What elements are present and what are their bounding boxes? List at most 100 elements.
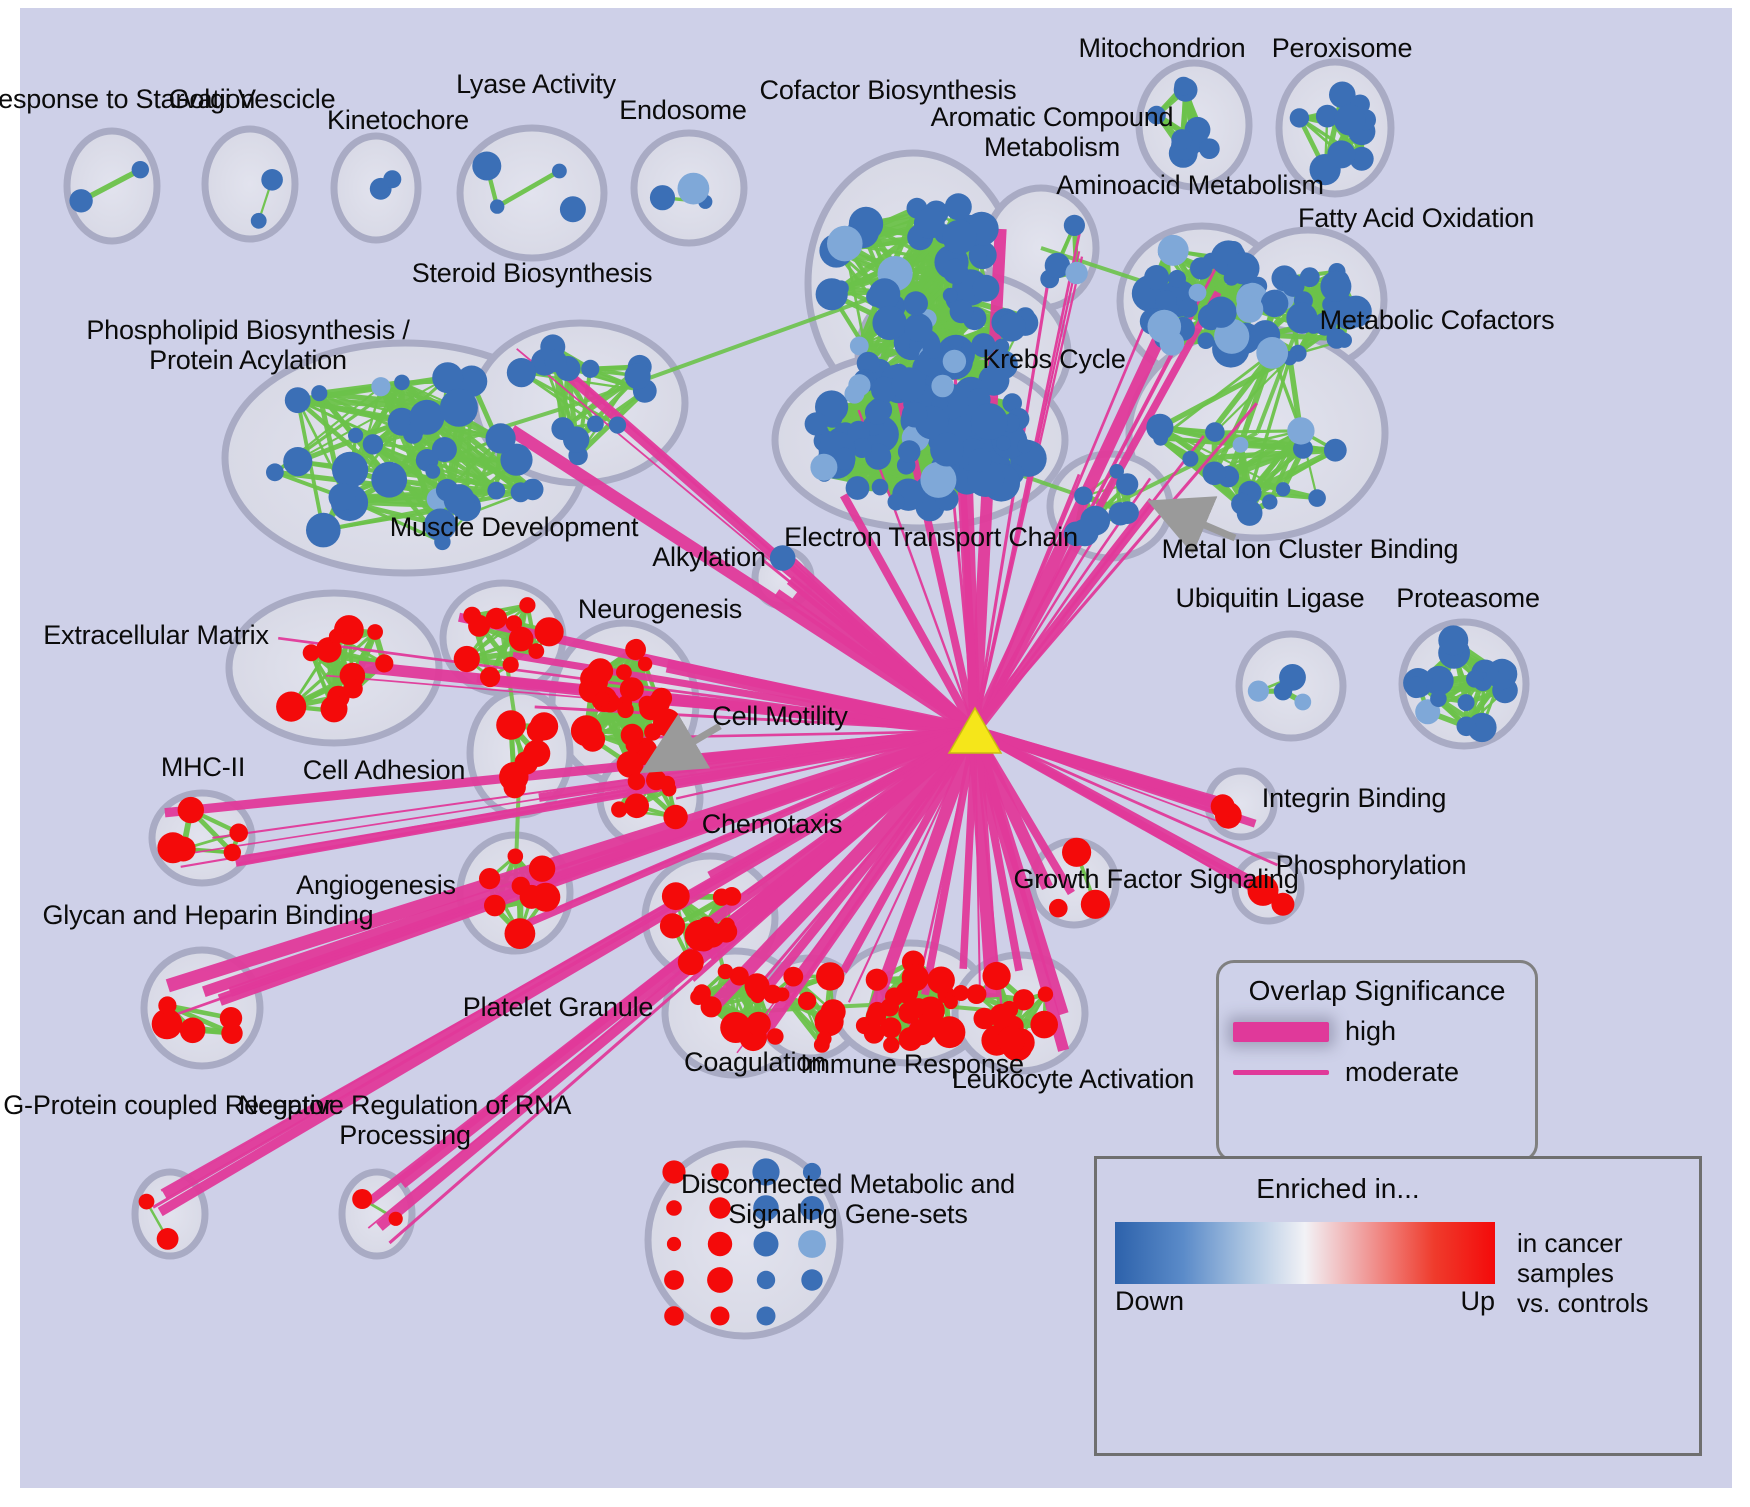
gene-set-node[interactable] [434,533,451,551]
gene-set-node[interactable] [617,701,634,719]
gene-set-node[interactable] [649,185,676,211]
gene-set-node[interactable] [1147,309,1182,344]
gene-set-node[interactable] [804,412,828,436]
gene-set-node[interactable] [1157,234,1189,266]
gene-set-node[interactable] [997,312,1026,342]
gene-set-node[interactable] [1457,694,1475,712]
gene-set-node[interactable] [1467,712,1497,743]
gene-set-node[interactable] [662,1160,686,1184]
gene-set-node[interactable] [276,691,307,722]
gene-set-node[interactable] [637,656,653,672]
gene-set-node[interactable] [179,1017,206,1044]
gene-set-node[interactable] [707,1267,733,1293]
gene-set-node[interactable] [480,666,501,688]
gene-set-node[interactable] [219,1007,243,1030]
gene-set-node[interactable] [1080,889,1110,919]
gene-set-node[interactable] [367,624,383,640]
gene-set-node[interactable] [1327,140,1356,169]
gene-set-node[interactable] [500,443,533,476]
gene-set-node[interactable] [903,291,928,316]
gene-set-node[interactable] [844,383,865,404]
gene-set-node[interactable] [865,1006,887,1027]
gene-set-node[interactable] [729,966,749,986]
gene-set-node[interactable] [1030,1010,1058,1039]
gene-set-node[interactable] [455,365,488,397]
gene-set-node[interactable] [502,656,519,673]
gene-set-node[interactable] [409,399,445,435]
gene-set-node[interactable] [820,999,846,1025]
gene-set-node[interactable] [1037,986,1054,1002]
gene-set-node[interactable] [1232,436,1249,453]
gene-set-node[interactable] [1109,464,1124,479]
gene-set-node[interactable] [496,710,526,740]
gene-set-node[interactable] [1279,664,1306,691]
gene-set-node[interactable] [769,545,796,571]
gene-set-node[interactable] [989,1003,1014,1028]
gene-set-node[interactable] [322,700,344,721]
gene-set-node[interactable] [942,258,969,285]
gene-set-node[interactable] [311,385,328,402]
gene-set-node[interactable] [616,751,644,778]
gene-set-node[interactable] [901,401,928,428]
gene-set-node[interactable] [261,169,283,191]
gene-set-node[interactable] [872,305,907,341]
gene-set-node[interactable] [677,172,710,205]
gene-set-node[interactable] [1190,257,1213,280]
gene-set-node[interactable] [1065,261,1088,285]
gene-set-node[interactable] [383,170,402,189]
cluster-ellipse[interactable] [201,125,299,243]
gene-set-node[interactable] [611,801,628,818]
gene-set-node[interactable] [810,453,838,481]
gene-set-node[interactable] [996,435,1011,451]
gene-set-node[interactable] [752,1158,780,1186]
gene-set-node[interactable] [942,219,977,255]
gene-set-node[interactable] [1287,417,1315,445]
gene-set-node[interactable] [1236,500,1263,526]
gene-set-node[interactable] [744,973,770,999]
gene-set-node[interactable] [424,508,457,541]
gene-set-node[interactable] [970,244,988,262]
gene-set-node[interactable] [328,628,344,644]
gene-set-node[interactable] [797,991,817,1011]
gene-set-node[interactable] [156,1228,179,1250]
gene-set-node[interactable] [1013,989,1035,1011]
gene-set-node[interactable] [1282,274,1305,297]
gene-set-node[interactable] [901,964,929,992]
gene-set-node[interactable] [472,151,502,181]
gene-set-node[interactable] [1049,898,1068,918]
gene-set-node[interactable] [283,447,313,477]
gene-set-node[interactable] [827,225,863,262]
gene-set-node[interactable] [756,1270,776,1290]
gene-set-node[interactable] [949,299,974,324]
gene-set-node[interactable] [692,984,711,1003]
gene-set-node[interactable] [943,995,958,1010]
gene-set-node[interactable] [815,278,848,311]
gene-set-node[interactable] [1329,81,1356,109]
gene-set-node[interactable] [587,415,604,433]
gene-set-node[interactable] [1063,214,1085,236]
gene-set-node[interactable] [523,739,551,768]
gene-set-node[interactable] [1308,489,1326,507]
gene-set-node[interactable] [432,362,464,394]
gene-set-node[interactable] [973,1007,995,1030]
gene-set-node[interactable] [638,695,656,713]
gene-set-node[interactable] [1247,680,1269,702]
gene-set-node[interactable] [619,677,644,702]
gene-set-node[interactable] [69,189,93,213]
gene-set-node[interactable] [845,476,870,500]
gene-set-node[interactable] [1247,874,1279,906]
gene-set-node[interactable] [542,887,559,904]
gene-set-node[interactable] [709,1197,731,1219]
gene-set-node[interactable] [966,984,987,1004]
gene-set-node[interactable] [284,387,311,414]
gene-set-node[interactable] [1199,138,1220,159]
gene-set-node[interactable] [371,461,408,498]
gene-set-node[interactable] [620,723,644,747]
gene-set-node[interactable] [801,1269,823,1291]
gene-set-node[interactable] [904,313,933,342]
gene-set-node[interactable] [1116,473,1139,496]
gene-set-node[interactable] [651,687,673,709]
gene-set-node[interactable] [388,1211,403,1226]
gene-set-node[interactable] [352,1189,373,1209]
gene-set-node[interactable] [942,349,967,374]
